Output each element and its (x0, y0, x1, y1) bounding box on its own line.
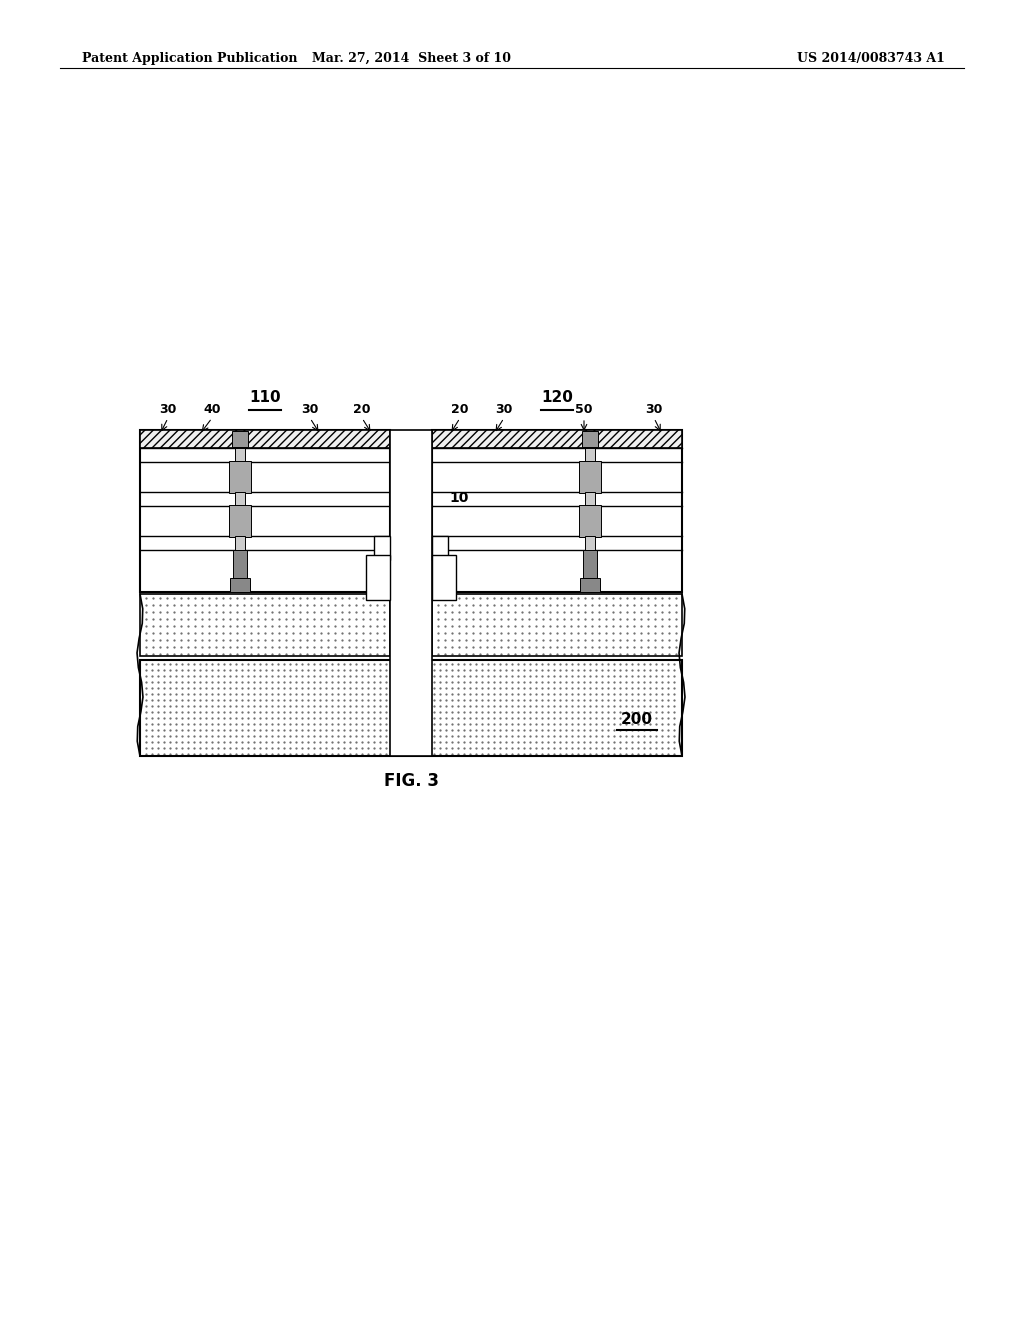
Bar (234, 536, 245, 550)
Bar (585, 447, 595, 462)
Text: 50: 50 (575, 403, 593, 416)
Text: FIG. 3: FIG. 3 (384, 772, 438, 789)
Text: 30: 30 (160, 403, 177, 416)
Bar (233, 550, 247, 578)
Text: 20: 20 (353, 403, 371, 416)
Bar (579, 461, 601, 492)
Text: 20: 20 (452, 403, 469, 416)
Bar (232, 432, 248, 447)
Bar (432, 430, 682, 591)
Bar (140, 430, 390, 447)
Text: 10: 10 (449, 491, 468, 506)
Bar (582, 432, 598, 447)
Bar (583, 550, 597, 578)
Bar (390, 430, 432, 756)
Bar (140, 660, 682, 756)
Bar (229, 506, 251, 537)
Text: US 2014/0083743 A1: US 2014/0083743 A1 (797, 51, 945, 65)
Bar (432, 430, 682, 447)
Text: 120: 120 (541, 389, 573, 405)
Text: 30: 30 (301, 403, 318, 416)
Bar (432, 536, 449, 560)
Text: 30: 30 (645, 403, 663, 416)
Bar (234, 492, 245, 506)
Bar (585, 536, 595, 550)
Text: 30: 30 (496, 403, 513, 416)
Text: 40: 40 (203, 403, 221, 416)
Bar (374, 536, 390, 560)
Text: 200: 200 (621, 713, 653, 727)
Text: Mar. 27, 2014  Sheet 3 of 10: Mar. 27, 2014 Sheet 3 of 10 (312, 51, 512, 65)
Bar (140, 430, 390, 591)
Bar (432, 594, 682, 656)
Text: Patent Application Publication: Patent Application Publication (82, 51, 298, 65)
Bar (580, 578, 600, 591)
Bar (432, 554, 456, 601)
Bar (579, 506, 601, 537)
Bar (229, 461, 251, 492)
Text: 110: 110 (249, 389, 281, 405)
Bar (234, 447, 245, 462)
Bar (230, 578, 250, 591)
Bar (585, 492, 595, 506)
Bar (366, 554, 390, 601)
Bar (140, 594, 390, 656)
